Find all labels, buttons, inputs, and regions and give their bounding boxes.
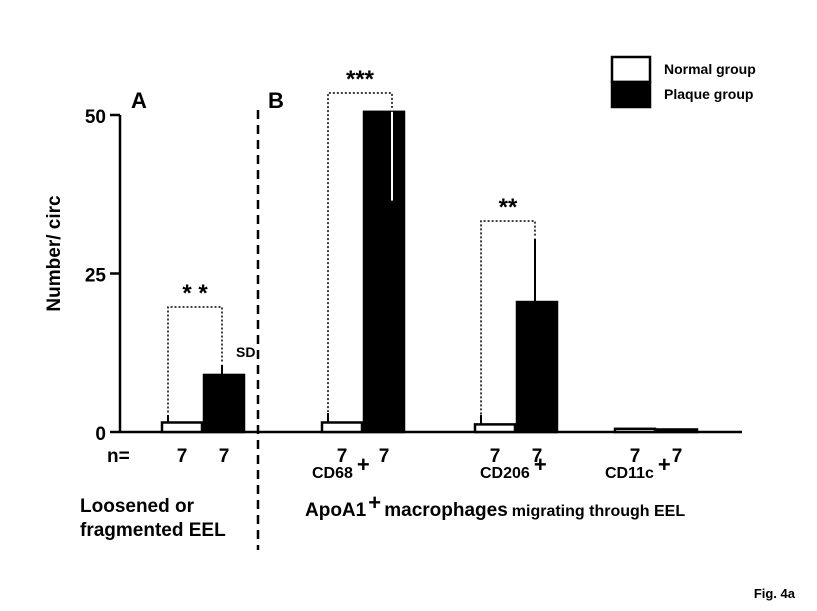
bar-normal-2 xyxy=(473,423,517,434)
bar-plaque-2 xyxy=(515,300,559,434)
category-label-line2-0: fragmented EEL xyxy=(80,520,226,541)
bar-plaque-1 xyxy=(362,110,406,434)
figure-label: Fig. 4a xyxy=(753,586,795,601)
n-plaque-2: 7 xyxy=(532,446,543,467)
panel-b-title-part1: ApoA1 xyxy=(305,500,367,521)
legend-swatch-plaque xyxy=(610,80,652,109)
bar-normal-1 xyxy=(320,421,364,434)
bar-plaque-0 xyxy=(202,373,246,434)
bar-normal-0 xyxy=(160,421,204,434)
category-label-2: CD206 xyxy=(480,465,530,482)
significance-stars-2: ** xyxy=(499,194,518,221)
significance-bracket-0 xyxy=(167,306,223,413)
n-plaque-3: 7 xyxy=(672,446,683,467)
sd-label-1: SD xyxy=(368,192,387,208)
y-axis-label: Number/ circ xyxy=(44,195,65,312)
n-plaque-1: 7 xyxy=(379,446,390,467)
n-plaque-0: 7 xyxy=(219,446,230,467)
legend-label-plaque: Plaque group xyxy=(664,86,753,102)
panel-label-b: B xyxy=(268,88,284,113)
category-sup-3: + xyxy=(658,452,671,477)
panel-b-title-sup: + xyxy=(368,490,381,515)
panel-b-title-part2: macrophages xyxy=(384,500,508,521)
panel-b-title-part3: migrating through EEL xyxy=(512,503,686,520)
n-normal-3: 7 xyxy=(630,446,641,467)
bar-normal-3 xyxy=(613,427,657,434)
bar-plaque-3 xyxy=(655,428,699,434)
n-label: n= xyxy=(107,446,130,467)
significance-bracket-1 xyxy=(327,92,393,417)
n-normal-2: 7 xyxy=(490,446,501,467)
legend-swatch-normal xyxy=(610,55,652,84)
significance-stars-1: *** xyxy=(346,66,375,93)
category-label-1: CD68 xyxy=(312,465,353,482)
category-label-line1-0: Loosened or xyxy=(80,496,195,517)
y-tick-label-50: 50 xyxy=(85,107,106,128)
category-sup-1: + xyxy=(357,452,370,477)
sd-label-0: SD xyxy=(236,344,255,360)
category-sup-2: + xyxy=(534,452,547,477)
y-tick-label-25: 25 xyxy=(85,266,107,287)
category-label-3: CD11c xyxy=(605,465,654,482)
significance-stars-0: * * xyxy=(182,280,208,307)
legend-label-normal: Normal group xyxy=(664,61,756,77)
significance-bracket-2 xyxy=(480,220,536,415)
n-normal-0: 7 xyxy=(177,446,188,467)
n-normal-1: 7 xyxy=(337,446,348,467)
y-tick-label-0: 0 xyxy=(95,424,106,445)
panel-label-a: A xyxy=(131,88,147,113)
